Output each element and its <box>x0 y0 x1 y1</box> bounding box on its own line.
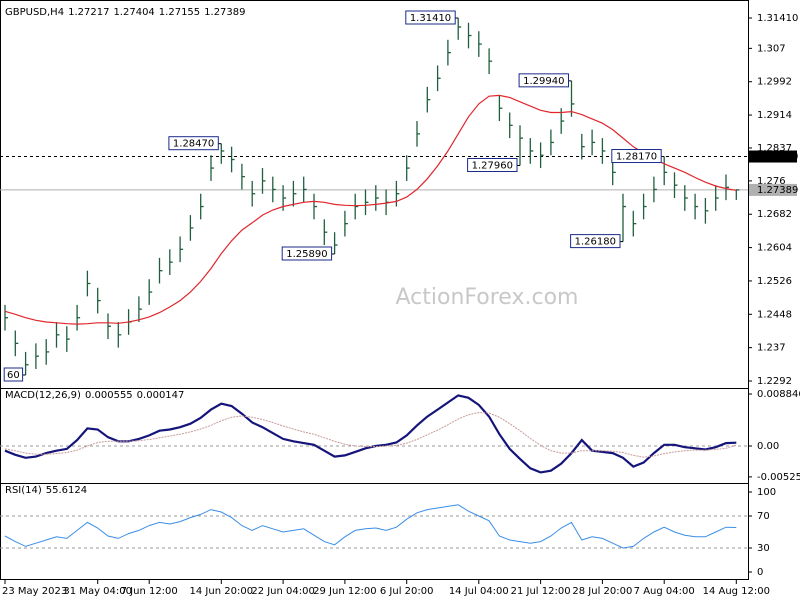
annotation-box <box>168 136 219 151</box>
panel-title: GBPUSD,H4 <box>5 7 64 18</box>
annotation-label: 60 <box>7 370 20 381</box>
series-line <box>4 411 737 458</box>
y-tick-label: -0.005252 <box>757 472 800 483</box>
x-tick-label: 14 Jul 04:00 <box>449 586 509 597</box>
x-tick-label: 21 Jul 12:00 <box>511 586 571 597</box>
annotation-box <box>467 158 518 173</box>
y-tick-label: 1.2292 <box>757 376 792 387</box>
y-tick-label: 1.276 <box>757 176 786 187</box>
plot-frame <box>0 0 749 580</box>
y-tick-label: 0 <box>757 567 763 578</box>
x-tick-label: 6 Jul 20:00 <box>380 586 434 597</box>
annotation-box <box>518 73 569 88</box>
x-tick-label: 29 Jun 12:00 <box>313 586 377 597</box>
panel-header: RSI(14) 55.6124 <box>5 485 87 496</box>
price-tag <box>749 183 797 196</box>
y-tick-label: 1.2914 <box>757 110 792 121</box>
series-line <box>4 504 737 549</box>
y-tick-label: 30 <box>757 543 770 554</box>
annotation-box <box>405 10 456 25</box>
price-tag-label: 1.27389 <box>757 185 798 196</box>
annotation-label: 1.28170 <box>616 152 657 163</box>
y-tick-label: 70 <box>757 511 770 522</box>
price-tag-label: 1.28170 <box>757 152 798 163</box>
x-tick-label: 7 Jun 12:00 <box>121 586 178 597</box>
y-tick-label: 0.008846 <box>757 389 800 400</box>
annotation-box <box>3 367 24 382</box>
annotation-label: 1.31410 <box>410 13 451 24</box>
header-value: 1.27155 <box>159 7 200 18</box>
x-tick-label: 31 May 04:00 <box>63 586 132 597</box>
annotation-box <box>570 234 621 249</box>
panel-header: GBPUSD,H4 1.27217 1.27404 1.27155 1.27389 <box>5 7 246 18</box>
x-tick-label: 23 May 2023 <box>2 586 67 597</box>
header-value: 1.27404 <box>113 7 154 18</box>
watermark: ActionForex.com <box>396 285 579 310</box>
y-tick-label: 1.237 <box>757 343 786 354</box>
x-tick-label: 22 Jun 04:00 <box>251 586 315 597</box>
x-tick-label: 28 Jul 20:00 <box>572 586 632 597</box>
y-tick-label: 100 <box>757 487 776 498</box>
panel-title: RSI(14) <box>5 485 42 496</box>
panel-header: MACD(12,26,9) 0.000555 0.000147 <box>5 390 184 401</box>
annotation-label: 1.25890 <box>286 249 327 260</box>
y-tick-label: 1.31410 <box>757 13 798 24</box>
y-tick-label: 1.2526 <box>757 276 792 287</box>
header-value: 55.6124 <box>46 485 87 496</box>
annotation-label: 1.28470 <box>173 139 214 150</box>
x-tick-label: 14 Aug 12:00 <box>703 586 770 597</box>
panel-title: MACD(12,26,9) <box>5 390 81 401</box>
header-value: 1.27217 <box>68 7 109 18</box>
price-tag <box>749 150 797 163</box>
y-tick-label: 1.2448 <box>757 309 792 320</box>
x-tick-label: 7 Aug 04:00 <box>634 586 695 597</box>
y-tick-label: 0.00 <box>757 441 779 452</box>
annotation-box <box>611 149 662 164</box>
annotation-box <box>281 246 333 261</box>
annotation-label: 1.26180 <box>575 237 616 248</box>
y-tick-label: 1.2604 <box>757 243 792 254</box>
header-value: 0.000555 <box>85 390 133 401</box>
header-value: 0.000147 <box>137 390 185 401</box>
x-tick-label: 14 Jun 20:00 <box>190 586 254 597</box>
annotation-label: 1.27960 <box>472 161 513 172</box>
y-tick-label: 1.2837 <box>757 143 792 154</box>
header-value: 1.27389 <box>204 7 245 18</box>
y-tick-label: 1.2992 <box>757 77 792 88</box>
y-tick-label: 1.2682 <box>757 209 792 220</box>
y-tick-label: 1.307 <box>757 43 786 54</box>
series-line <box>4 94 737 325</box>
annotation-label: 1.29940 <box>523 76 564 87</box>
